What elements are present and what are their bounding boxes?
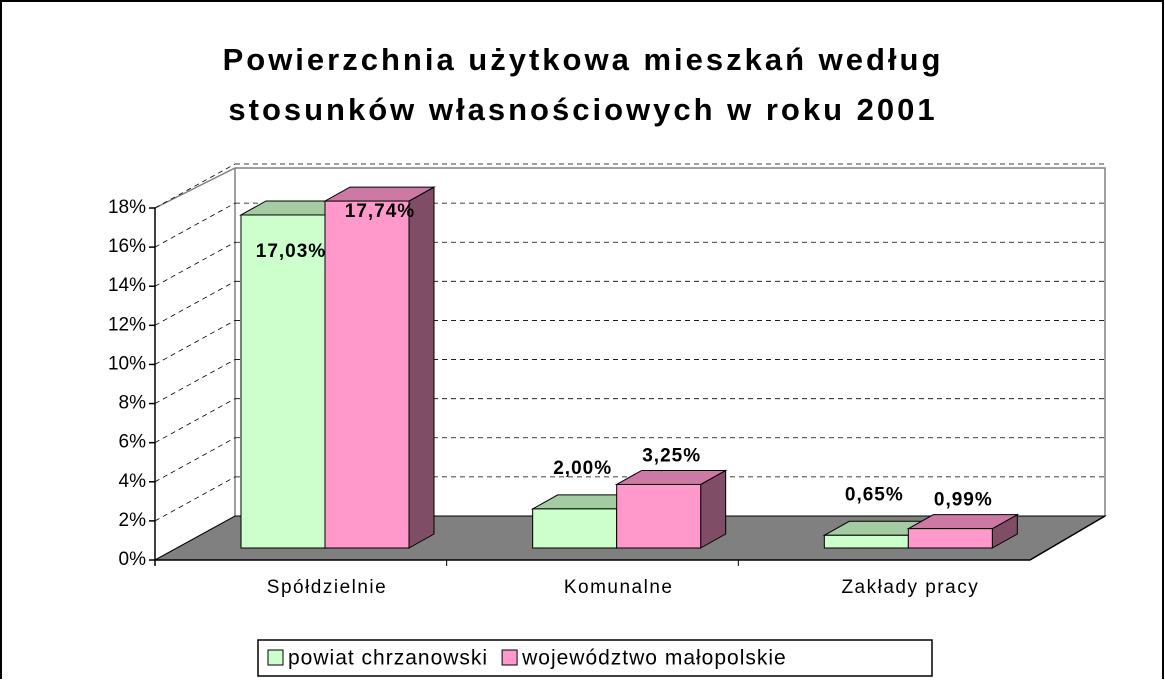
value-label: 2,00% xyxy=(553,458,612,479)
grid-line xyxy=(154,241,236,287)
legend-label: powiat chrzanowski xyxy=(288,647,488,670)
y-tick-label: 14% xyxy=(108,275,146,296)
chart-title: stosunków własnościowych w roku 2001 xyxy=(228,92,937,127)
y-tick-label: 2% xyxy=(119,510,147,531)
y-tick-label: 10% xyxy=(108,353,146,374)
value-label: 17,74% xyxy=(345,201,415,222)
value-label: 3,25% xyxy=(642,445,701,466)
y-tick-label: 6% xyxy=(119,432,147,453)
grid-line xyxy=(154,202,236,248)
grid-line xyxy=(154,437,236,483)
bar xyxy=(907,528,993,549)
bar xyxy=(240,214,326,549)
grid-line xyxy=(154,476,236,522)
y-tick-label: 4% xyxy=(119,471,147,492)
y-tick-label: 16% xyxy=(108,236,146,257)
x-tick-label: Spółdzielnie xyxy=(267,577,387,598)
value-label: 0,99% xyxy=(934,490,993,511)
bar xyxy=(616,483,702,549)
back-wall xyxy=(154,167,1106,516)
grid-line xyxy=(154,163,236,209)
grid-line xyxy=(154,280,236,326)
x-tick-label: Komunalne xyxy=(564,577,674,598)
legend-swatch xyxy=(267,649,284,666)
bar xyxy=(324,200,410,549)
value-label: 0,65% xyxy=(845,484,904,505)
bar xyxy=(532,508,618,549)
legend-label: województwo małopolskie xyxy=(521,647,787,670)
grid-line xyxy=(154,359,236,404)
grid-line xyxy=(154,398,236,444)
y-tick-label: 18% xyxy=(108,197,146,218)
y-tick-label: 0% xyxy=(119,549,147,570)
x-axis xyxy=(1029,515,1106,561)
legend-swatch xyxy=(501,649,518,666)
y-tick-label: 12% xyxy=(108,314,146,335)
y-tick-label: 8% xyxy=(119,393,147,414)
bar-side xyxy=(408,186,435,549)
legend xyxy=(257,639,933,677)
bar xyxy=(823,534,909,549)
value-label: 17,03% xyxy=(256,241,326,262)
grid-line xyxy=(154,320,236,365)
x-tick-label: Zakłady pracy xyxy=(841,577,979,598)
chart-title: Powierzchnia użytkowa mieszkań według xyxy=(223,42,944,77)
